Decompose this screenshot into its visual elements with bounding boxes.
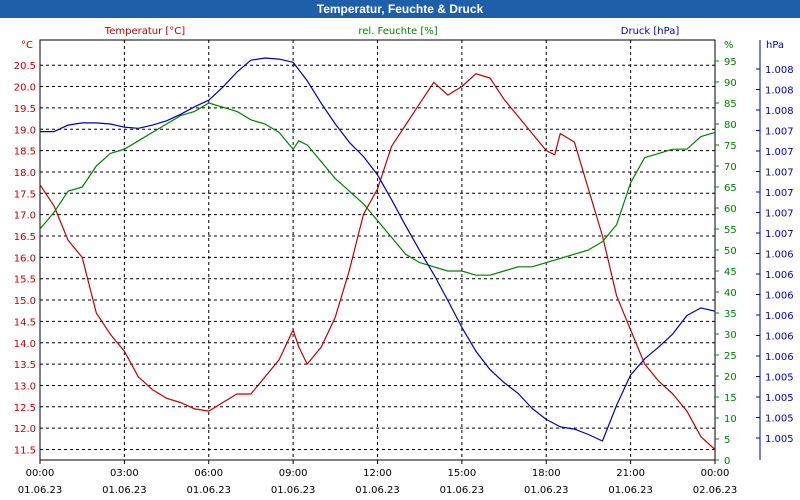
pressure-tick-label: 1.007 [765,168,794,179]
time-tick-label: 00:00 [701,468,730,479]
humidity-tick-label: 75 [724,141,737,152]
temperature-tick-label: 13.0 [14,381,36,392]
pressure-tick-label: 1.005 [765,434,794,445]
time-tick-label: 06:00 [194,468,223,479]
temperature-tick-label: 16.5 [14,232,36,243]
date-tick-label: 01.06.23 [608,485,653,496]
humidity-tick-label: 90 [724,78,737,89]
humidity-tick-label: 20 [724,372,737,383]
temperature-tick-label: 11.5 [14,446,36,457]
pressure-tick-label: 1.007 [765,147,794,158]
pressure-tick-label: 1.008 [765,65,794,76]
pressure-tick-label: 1.006 [765,250,794,261]
pressure-tick-label: 1.007 [765,188,794,199]
humidity-tick-label: 0 [724,456,730,467]
date-tick-label: 02.06.23 [693,485,738,496]
pressure-axis-title: Druck [hPa] [621,26,680,37]
temperature-tick-label: 17.0 [14,211,36,222]
pressure-tick-label: 1.006 [765,270,794,281]
humidity-unit-label: % [724,40,734,51]
temperature-axis-title: Temperatur [°C] [104,26,185,37]
date-tick-label: 01.06.23 [102,485,147,496]
time-tick-label: 03:00 [110,468,139,479]
temperature-tick-label: 17.5 [14,189,36,200]
humidity-line [39,102,716,276]
pressure-line [40,57,716,442]
time-tick-label: 09:00 [279,468,308,479]
pressure-unit-label: hPa [766,40,784,51]
temperature-tick-label: 18.5 [14,147,36,158]
date-tick-label: 01.06.23 [271,485,316,496]
pressure-tick-label: 1.005 [765,393,794,404]
date-tick-label: 01.06.23 [355,485,400,496]
temperature-tick-label: 15.0 [14,296,36,307]
pressure-tick-label: 1.008 [765,86,794,97]
date-tick-label: 01.06.23 [18,485,63,496]
humidity-tick-label: 10 [724,414,737,425]
date-tick-label: 01.06.23 [186,485,231,496]
temperature-tick-label: 20.0 [14,83,36,94]
temperature-tick-labels: 11.5 12.0 12.5 13.0 13.5 14.0 14.5 15.0 15.5 16.0… [14,61,36,456]
date-tick-label: 01.06.23 [440,485,485,496]
pressure-tick-labels: 1.005 1.005 1.005 1.005 1.006 1.006 1.006 1.006… [756,40,794,460]
temperature-tick-label: 20.5 [14,61,36,72]
humidity-tick-label: 50 [724,246,737,257]
pressure-tick-label: 1.005 [765,414,794,425]
pressure-tick-label: 1.007 [765,127,794,138]
time-tick-label: 00:00 [26,468,55,479]
humidity-tick-label: 65 [724,183,737,194]
pressure-tick-label: 1.007 [765,209,794,220]
temperature-tick-label: 15.5 [14,275,36,286]
temperature-tick-label: 19.5 [14,104,36,115]
temperature-tick-label: 12.5 [14,403,36,414]
humidity-tick-label: 95 [724,57,737,68]
pressure-tick-label: 1.006 [765,311,794,322]
temperature-tick-label: 13.5 [14,360,36,371]
pressure-tick-label: 1.005 [765,373,794,384]
time-tick-label: 21:00 [616,468,645,479]
temperature-tick-label: 18.0 [14,168,36,179]
pressure-tick-label: 1.006 [765,352,794,363]
pressure-tick-label: 1.008 [765,106,794,117]
time-tick-label: 15:00 [447,468,476,479]
pressure-tick-label: 1.007 [765,229,794,240]
humidity-tick-label: 30 [724,330,737,341]
humidity-tick-label: 5 [724,435,730,446]
temperature-unit-label: °C [21,40,33,51]
temperature-tick-label: 16.0 [14,253,36,264]
humidity-tick-label: 40 [724,288,737,299]
humidity-tick-label: 85 [724,99,737,110]
gridlines [40,40,715,460]
temperature-tick-label: 12.0 [14,424,36,435]
series-lines [39,57,716,450]
temperature-line [39,73,716,450]
time-tick-labels: 00:00 01.06.23 03:00 01.06.23 06:00 01.06.23 0… [18,460,738,496]
humidity-tick-label: 25 [724,351,737,362]
pressure-tick-label: 1.006 [765,332,794,343]
humidity-tick-label: 60 [724,204,737,215]
humidity-tick-label: 45 [724,267,737,278]
date-tick-label: 01.06.23 [524,485,569,496]
time-tick-label: 12:00 [363,468,392,479]
humidity-tick-label: 55 [724,225,737,236]
temperature-tick-label: 14.0 [14,339,36,350]
humidity-tick-labels: 0 5 10 15 20 25 30 35 40 45 50 55 60 65 70 75 80 85 90 95 [715,57,737,467]
humidity-tick-label: 70 [724,162,737,173]
humidity-tick-label: 80 [724,120,737,131]
chart-canvas: Temperatur [°C] rel. Feuchte [%] Druck [… [0,18,800,500]
humidity-tick-label: 35 [724,309,737,320]
temperature-tick-label: 14.5 [14,317,36,328]
pressure-tick-label: 1.006 [765,291,794,302]
chart-title: Temperatur, Feuchte & Druck [0,0,800,18]
time-tick-label: 18:00 [532,468,561,479]
humidity-axis-title: rel. Feuchte [%] [358,26,437,37]
humidity-tick-label: 15 [724,393,737,404]
temperature-tick-label: 19.0 [14,125,36,136]
